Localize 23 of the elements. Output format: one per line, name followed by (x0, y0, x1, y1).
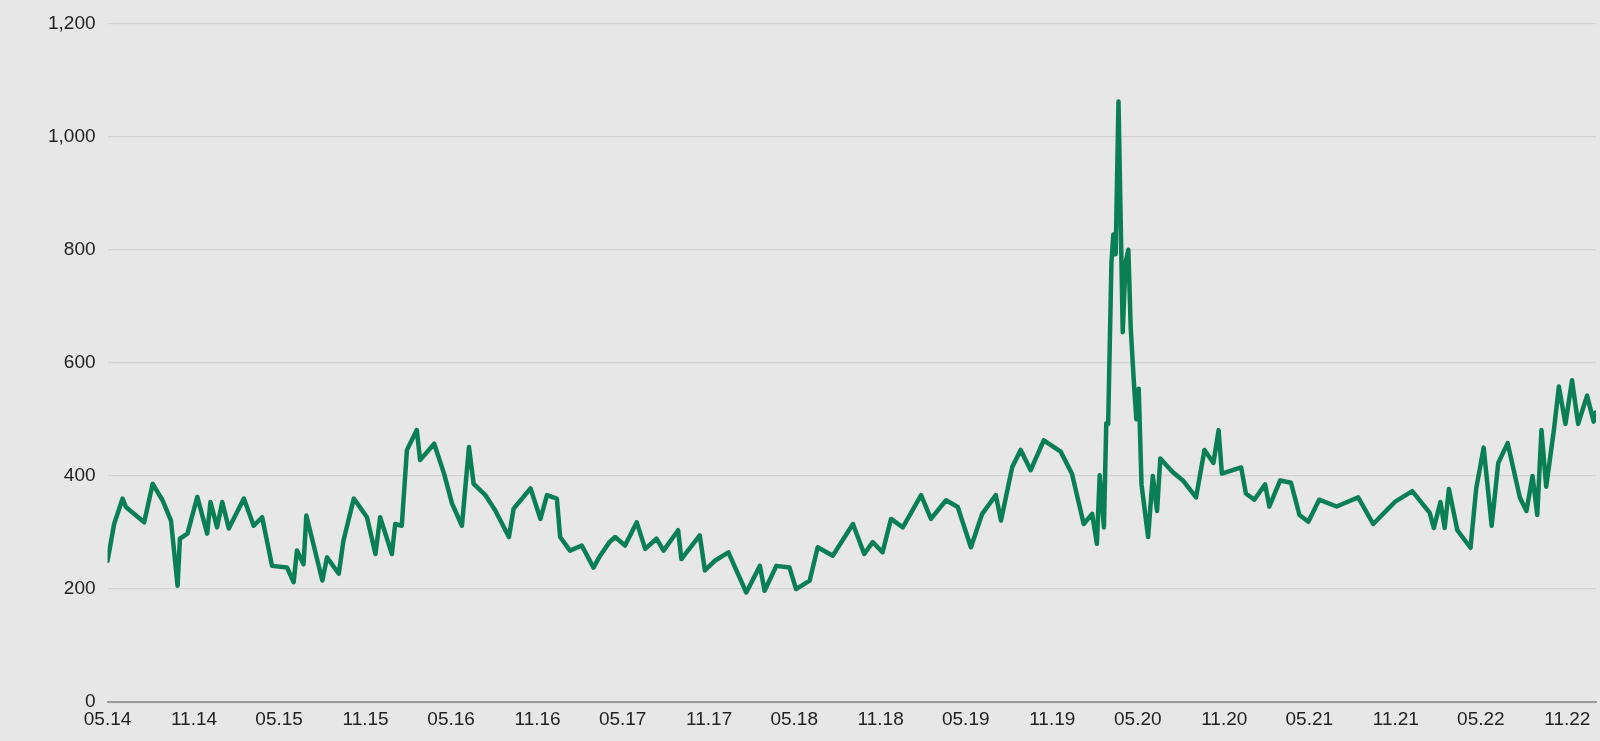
x-tick-label: 11.20 (1201, 707, 1248, 729)
x-tick-label: 05.20 (1113, 707, 1162, 729)
x-tick-label: 11.15 (342, 707, 389, 729)
y-tick-label: 800 (63, 237, 96, 259)
x-tick-label: 11.22 (1544, 707, 1591, 729)
x-tick-label: 05.16 (427, 707, 475, 729)
y-tick-label: 1,200 (48, 11, 96, 33)
y-tick-label: 200 (63, 577, 96, 599)
x-tick-label: 05.21 (1285, 707, 1334, 729)
x-tick-label: 11.21 (1372, 707, 1419, 729)
x-tick-label: 11.19 (1029, 707, 1076, 729)
x-tick-label: 05.18 (770, 707, 818, 729)
x-tick-label: 05.17 (598, 707, 647, 729)
y-tick-label: 400 (63, 464, 96, 486)
x-tick-label: 11.17 (686, 707, 733, 729)
y-tick-label: 600 (63, 351, 96, 373)
x-tick-label: 05.19 (941, 707, 990, 729)
x-tick-label: 05.15 (255, 707, 303, 729)
x-tick-label: 11.18 (857, 707, 904, 729)
y-tick-label: 1,000 (48, 124, 96, 146)
x-tick-label: 11.14 (170, 707, 218, 729)
x-tick-label: 11.16 (514, 707, 561, 729)
x-tick-label: 05.22 (1457, 707, 1505, 729)
